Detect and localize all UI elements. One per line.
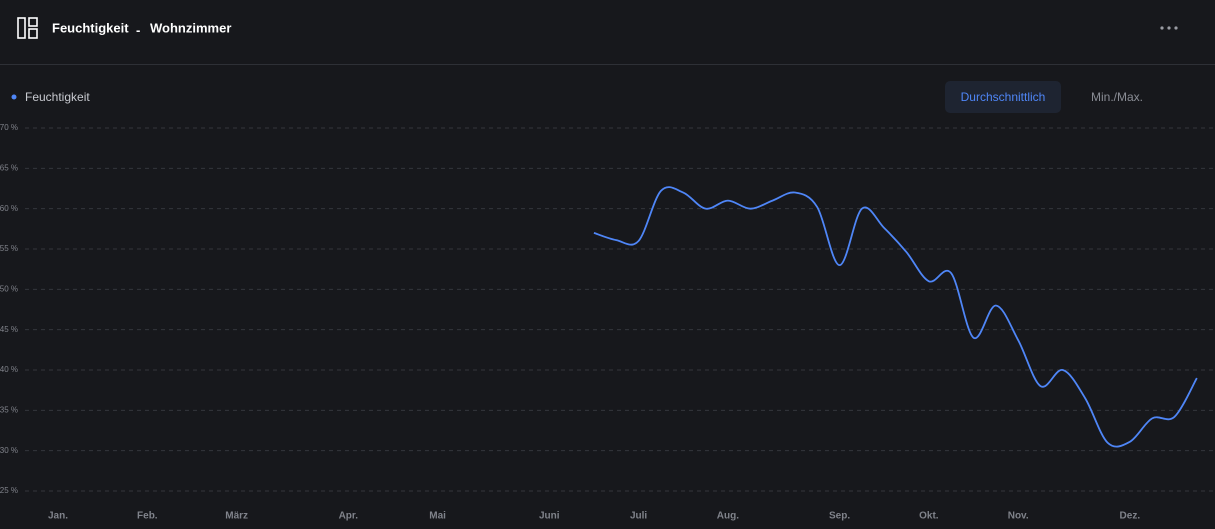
y-tick-label: 30 % xyxy=(0,446,18,455)
legend-label[interactable]: Feuchtigkeit xyxy=(25,90,90,104)
x-tick-label: Nov. xyxy=(1008,511,1029,522)
header-subtitle: Wohnzimmer xyxy=(150,20,231,35)
x-tick-label: Aug. xyxy=(717,511,739,522)
y-tick-label: 25 % xyxy=(0,486,18,495)
header-separator: - xyxy=(136,22,140,37)
button-active-bg[interactable] xyxy=(945,81,1061,113)
y-tick-label: 70 % xyxy=(0,123,18,132)
button-minmax[interactable]: Min./Max. xyxy=(1091,90,1143,104)
y-tick-label: 65 % xyxy=(0,163,18,172)
y-tick-label: 35 % xyxy=(0,405,18,414)
y-tick-label: 55 % xyxy=(0,244,18,253)
y-tick-label: 60 % xyxy=(0,204,18,213)
x-tick-label: Mai xyxy=(429,511,446,522)
x-tick-label: Juli xyxy=(630,511,647,522)
menu-dots[interactable] xyxy=(1160,26,1178,30)
header-title: Feuchtigkeit xyxy=(52,20,129,35)
y-tick-label: 45 % xyxy=(0,325,18,334)
x-tick-label: März xyxy=(225,511,248,522)
legend-swatch xyxy=(11,94,17,100)
y-tick-label: 40 % xyxy=(0,365,18,374)
x-tick-label: Dez. xyxy=(1120,511,1141,522)
x-tick-label: Juni xyxy=(539,511,560,522)
y-tick-label: 50 % xyxy=(0,284,18,293)
x-tick-label: Jan. xyxy=(48,511,68,522)
button-average[interactable]: Durchschnittlich xyxy=(961,90,1046,104)
x-tick-label: Apr. xyxy=(339,511,359,522)
x-tick-label: Feb. xyxy=(137,511,158,522)
header-icon xyxy=(17,17,38,39)
line-series xyxy=(593,186,1198,448)
x-tick-label: Sep. xyxy=(829,511,850,522)
x-tick-label: Okt. xyxy=(919,511,939,522)
